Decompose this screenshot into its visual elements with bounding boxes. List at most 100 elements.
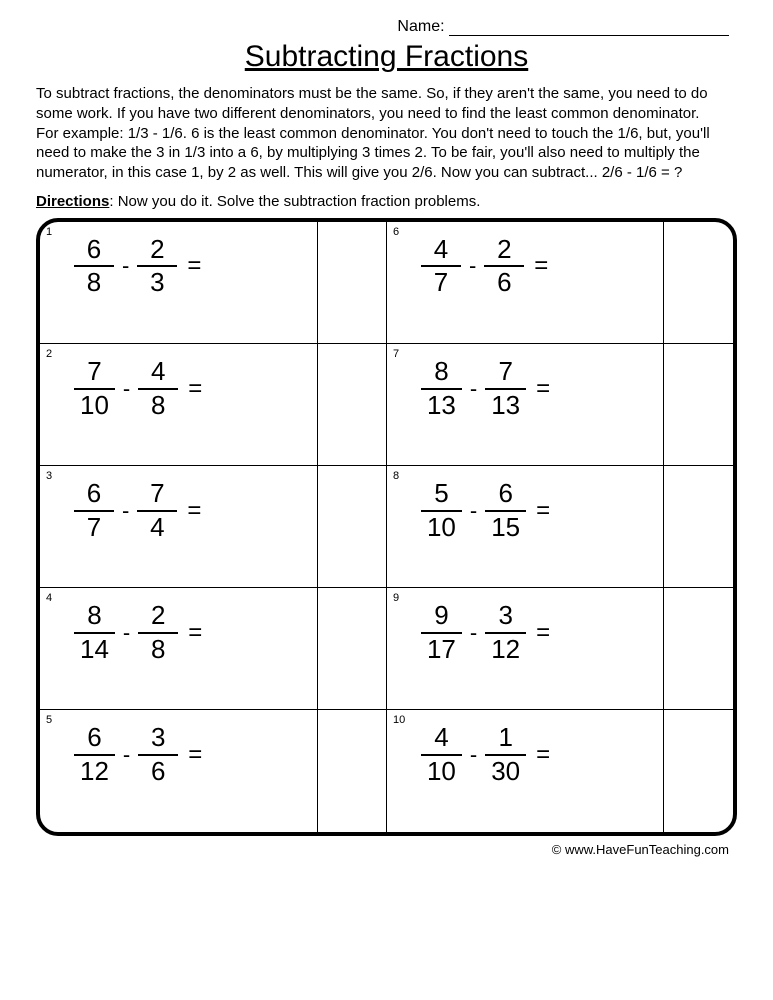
problem-cell: 8510-615=: [386, 466, 663, 588]
equals-sign: =: [526, 619, 550, 647]
directions-text: : Now you do it. Solve the subtraction f…: [109, 193, 480, 210]
equals-sign: =: [178, 741, 202, 769]
answer-blank[interactable]: [664, 710, 733, 832]
expression: 813-713=: [387, 344, 663, 419]
equals-sign: =: [177, 497, 201, 525]
answer-blank[interactable]: [317, 710, 386, 832]
intro-p2: For example: 1/3 - 1/6. 6 is the least c…: [36, 125, 710, 182]
numerator: 4: [428, 236, 454, 265]
problem-cell: 168-23=: [40, 222, 317, 344]
denominator: 8: [145, 634, 171, 663]
problem-cell: 7813-713=: [386, 344, 663, 466]
denominator: 15: [485, 512, 526, 541]
worksheet-page: Name: Subtracting Fractions To subtract …: [0, 0, 773, 869]
denominator: 17: [421, 634, 462, 663]
denominator: 10: [74, 390, 115, 419]
fraction: 615: [485, 480, 526, 541]
numerator: 3: [492, 602, 518, 631]
denominator: 7: [428, 267, 454, 296]
fraction: 68: [74, 236, 114, 297]
problem-row: 168-23=647-26=: [40, 222, 733, 344]
denominator: 6: [145, 756, 171, 785]
fraction: 67: [74, 480, 114, 541]
problem-number: 8: [393, 470, 399, 482]
directions-label: Directions: [36, 193, 109, 210]
problem-number: 10: [393, 714, 405, 726]
problem-row: 2710-48=7813-713=: [40, 344, 733, 466]
problem-row: 367-74=8510-615=: [40, 466, 733, 588]
fraction: 74: [137, 480, 177, 541]
minus-sign: -: [115, 742, 138, 768]
problem-number: 5: [46, 714, 52, 726]
answer-blank[interactable]: [664, 466, 733, 588]
numerator: 6: [81, 236, 107, 265]
problem-number: 6: [393, 226, 399, 238]
fraction: 312: [485, 602, 526, 663]
expression: 612-36=: [40, 710, 317, 785]
directions: Directions: Now you do it. Solve the sub…: [36, 193, 737, 210]
denominator: 13: [485, 390, 526, 419]
expression: 47-26=: [387, 222, 663, 297]
name-label: Name:: [397, 18, 444, 36]
denominator: 13: [421, 390, 462, 419]
fraction: 710: [74, 358, 115, 419]
equals-sign: =: [178, 375, 202, 403]
fraction: 23: [137, 236, 177, 297]
fraction: 47: [421, 236, 461, 297]
numerator: 7: [81, 358, 107, 387]
denominator: 4: [144, 512, 170, 541]
numerator: 4: [428, 724, 454, 753]
intro-p1: To subtract fractions, the denominators …: [36, 85, 708, 122]
numerator: 5: [428, 480, 454, 509]
problem-cell: 4814-28=: [40, 588, 317, 710]
numerator: 2: [145, 602, 171, 631]
problems-table: 168-23=647-26=2710-48=7813-713=367-74=85…: [40, 222, 733, 832]
equals-sign: =: [177, 252, 201, 280]
numerator: 6: [81, 724, 107, 753]
denominator: 10: [421, 756, 462, 785]
numerator: 2: [144, 236, 170, 265]
problem-cell: 10410-130=: [386, 710, 663, 832]
expression: 68-23=: [40, 222, 317, 297]
problem-cell: 367-74=: [40, 466, 317, 588]
answer-blank[interactable]: [664, 588, 733, 710]
expression: 710-48=: [40, 344, 317, 419]
numerator: 1: [492, 724, 518, 753]
problem-number: 1: [46, 226, 52, 238]
answer-blank[interactable]: [317, 588, 386, 710]
intro-text: To subtract fractions, the denominators …: [36, 84, 737, 183]
problem-cell: 9917-312=: [386, 588, 663, 710]
expression: 67-74=: [40, 466, 317, 541]
numerator: 6: [81, 480, 107, 509]
fraction: 510: [421, 480, 462, 541]
fraction: 713: [485, 358, 526, 419]
numerator: 2: [491, 236, 517, 265]
problem-number: 9: [393, 592, 399, 604]
minus-sign: -: [462, 376, 485, 402]
denominator: 12: [485, 634, 526, 663]
minus-sign: -: [462, 620, 485, 646]
problem-row: 4814-28=9917-312=: [40, 588, 733, 710]
name-input-line[interactable]: [449, 18, 729, 36]
numerator: 7: [144, 480, 170, 509]
denominator: 7: [81, 512, 107, 541]
name-row: Name:: [36, 18, 737, 36]
denominator: 8: [81, 267, 107, 296]
fraction: 612: [74, 724, 115, 785]
denominator: 30: [485, 756, 526, 785]
answer-blank[interactable]: [664, 344, 733, 466]
expression: 410-130=: [387, 710, 663, 785]
numerator: 6: [492, 480, 518, 509]
fraction: 26: [484, 236, 524, 297]
answer-blank[interactable]: [317, 466, 386, 588]
equals-sign: =: [526, 741, 550, 769]
answer-blank[interactable]: [317, 222, 386, 344]
answer-blank[interactable]: [664, 222, 733, 344]
problem-number: 2: [46, 348, 52, 360]
expression: 814-28=: [40, 588, 317, 663]
denominator: 14: [74, 634, 115, 663]
problem-row: 5612-36=10410-130=: [40, 710, 733, 832]
page-title: Subtracting Fractions: [36, 40, 737, 74]
answer-blank[interactable]: [317, 344, 386, 466]
problem-cell: 647-26=: [386, 222, 663, 344]
